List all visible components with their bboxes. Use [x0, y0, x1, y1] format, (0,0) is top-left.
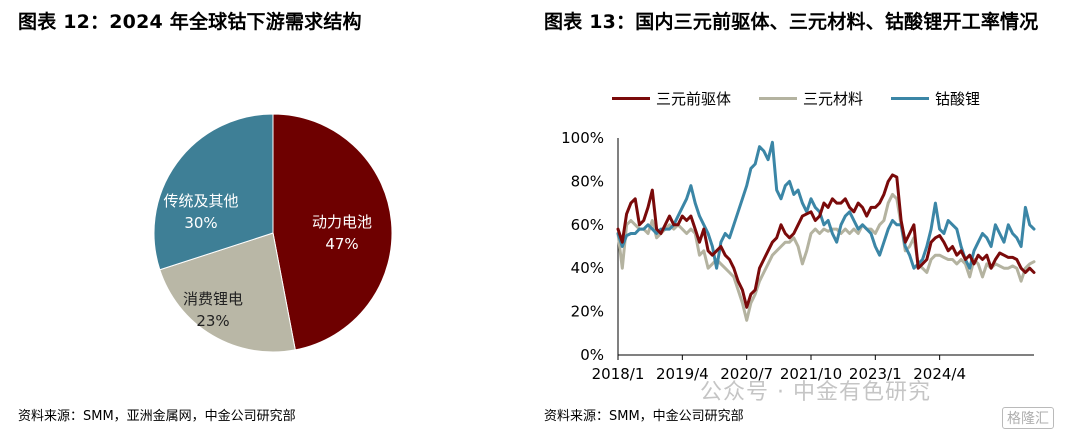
watermark-text: 公众号 · 中金有色研究: [700, 380, 931, 405]
legend-swatch-cathode: [759, 97, 798, 100]
left-figure-title: 图表 12：2024 年全球钴下游需求结构: [18, 11, 362, 33]
legend-label-precursor: 三元前驱体: [656, 90, 732, 108]
legend-swatch-lco: [891, 97, 930, 100]
series-line-0: [616, 173, 1036, 309]
x-tick-label: 2024/4: [913, 365, 966, 383]
x-tick-label: 2020/7: [720, 365, 773, 383]
x-tick-label: 2023/1: [849, 365, 902, 383]
legend-label-cathode: 三元材料: [803, 90, 864, 108]
y-tick-label: 20%: [571, 303, 604, 321]
y-tick-label: 60%: [571, 216, 604, 234]
pie-slice-2: [153, 113, 274, 271]
pie-label-1: 消费锂电: [183, 290, 243, 308]
legend-item-precursor: 三元前驱体: [612, 88, 731, 109]
y-tick-label: 40%: [571, 259, 604, 277]
pie-pct-2: 30%: [184, 214, 217, 232]
pie-pct-1: 23%: [196, 312, 229, 330]
pie-slice-1: [159, 232, 296, 353]
legend-item-lco: 钴酸锂: [891, 88, 980, 109]
legend-item-cathode: 三元材料: [759, 88, 863, 109]
chart-legend: 三元前驱体 三元材料 钴酸锂: [612, 88, 980, 109]
x-tick-label: 2019/4: [656, 365, 709, 383]
y-tick-label: 100%: [561, 129, 604, 147]
x-tick-label: 2021/10: [780, 365, 842, 383]
legend-label-lco: 钴酸锂: [935, 90, 981, 108]
right-figure-title: 图表 13：国内三元前驱体、三元材料、钴酸锂开工率情况: [544, 11, 1039, 33]
left-figure: 图表 12：2024 年全球钴下游需求结构 动力电池 47% 消费锂电 23% 传统及其…: [0, 0, 530, 439]
pie-label-0: 动力电池: [312, 213, 372, 231]
watermark-logo: 格隆汇: [1002, 407, 1054, 429]
y-tick-label: 0%: [580, 346, 604, 364]
line-chart: 0% 20% 40% 60% 80% 100% 2018/1 2019/4 2020/7 2021…: [561, 129, 1036, 383]
left-source-note: 资料来源：SMM，亚洲金属网，中金公司研究部: [18, 409, 296, 424]
series-line-1: [616, 192, 1036, 322]
pie-slice-0: [272, 113, 393, 351]
pie-pct-0: 47%: [325, 235, 358, 253]
y-tick-label: 80%: [571, 172, 604, 190]
x-tick-label: 2018/1: [592, 365, 645, 383]
pie-label-2: 传统及其他: [163, 192, 238, 210]
pie-chart: 动力电池 47% 消费锂电 23% 传统及其他 30%: [153, 113, 393, 353]
right-figure: 图表 13：国内三元前驱体、三元材料、钴酸锂开工率情况 三元前驱体 三元材料 钴…: [540, 0, 1080, 439]
legend-swatch-precursor: [612, 97, 650, 100]
right-source-note: 资料来源：SMM，中金公司研究部: [544, 409, 744, 424]
